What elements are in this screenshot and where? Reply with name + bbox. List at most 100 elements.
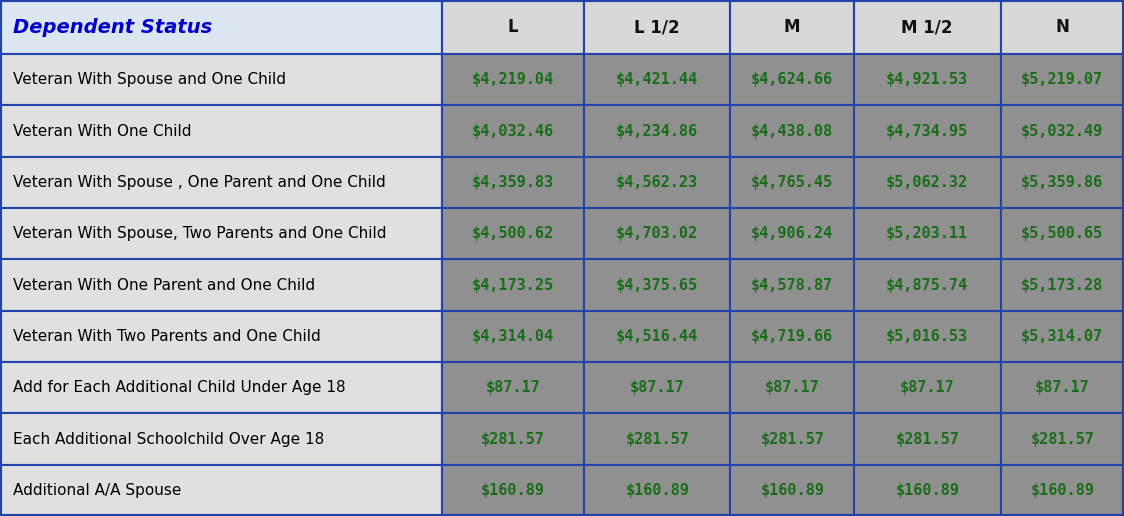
Bar — [0, 465, 442, 516]
Bar — [1000, 208, 1124, 260]
Bar — [731, 362, 854, 413]
Bar — [442, 54, 584, 105]
Bar — [731, 208, 854, 260]
Bar — [442, 0, 584, 54]
Text: L 1/2: L 1/2 — [634, 18, 680, 36]
Text: $87.17: $87.17 — [629, 380, 685, 395]
Bar — [442, 260, 584, 311]
Text: $4,421.44: $4,421.44 — [616, 72, 698, 87]
Bar — [442, 465, 584, 516]
Text: $4,921.53: $4,921.53 — [886, 72, 968, 87]
Bar — [0, 362, 442, 413]
Bar — [731, 311, 854, 362]
Text: $4,359.83: $4,359.83 — [472, 175, 554, 190]
Bar — [0, 54, 442, 105]
Text: Each Additional Schoolchild Over Age 18: Each Additional Schoolchild Over Age 18 — [13, 431, 325, 446]
Text: $281.57: $281.57 — [896, 431, 959, 446]
Text: $160.89: $160.89 — [1031, 483, 1094, 498]
Text: $160.89: $160.89 — [625, 483, 689, 498]
Bar — [0, 311, 442, 362]
Bar — [584, 208, 731, 260]
Text: $5,203.11: $5,203.11 — [886, 227, 968, 241]
Bar — [1000, 362, 1124, 413]
Text: $4,703.02: $4,703.02 — [616, 227, 698, 241]
Text: $5,062.32: $5,062.32 — [886, 175, 968, 190]
Bar — [854, 260, 1000, 311]
Text: M: M — [783, 18, 800, 36]
Bar — [442, 362, 584, 413]
Text: $5,314.07: $5,314.07 — [1022, 329, 1104, 344]
Text: $4,438.08: $4,438.08 — [751, 124, 833, 139]
Bar — [442, 413, 584, 465]
Bar — [584, 54, 731, 105]
Bar — [584, 260, 731, 311]
Bar — [731, 465, 854, 516]
Text: $160.89: $160.89 — [760, 483, 824, 498]
Text: $5,500.65: $5,500.65 — [1022, 227, 1104, 241]
Text: $4,219.04: $4,219.04 — [472, 72, 554, 87]
Bar — [731, 260, 854, 311]
Bar — [442, 157, 584, 208]
Text: Veteran With One Parent and One Child: Veteran With One Parent and One Child — [13, 278, 316, 293]
Text: $87.17: $87.17 — [900, 380, 954, 395]
Text: $5,219.07: $5,219.07 — [1022, 72, 1104, 87]
Bar — [584, 465, 731, 516]
Bar — [731, 413, 854, 465]
Bar — [731, 157, 854, 208]
Bar — [584, 157, 731, 208]
Text: $87.17: $87.17 — [764, 380, 819, 395]
Bar — [1000, 157, 1124, 208]
Bar — [854, 208, 1000, 260]
Text: $4,500.62: $4,500.62 — [472, 227, 554, 241]
Text: $5,032.49: $5,032.49 — [1022, 124, 1104, 139]
Bar — [442, 311, 584, 362]
Text: $4,578.87: $4,578.87 — [751, 278, 833, 293]
Text: $4,719.66: $4,719.66 — [751, 329, 833, 344]
Bar — [0, 208, 442, 260]
Text: Veteran With Spouse, Two Parents and One Child: Veteran With Spouse, Two Parents and One… — [13, 227, 387, 241]
Bar — [1000, 0, 1124, 54]
Text: $4,032.46: $4,032.46 — [472, 124, 554, 139]
Bar — [731, 0, 854, 54]
Bar — [0, 0, 442, 54]
Text: N: N — [1055, 18, 1069, 36]
Text: $281.57: $281.57 — [625, 431, 689, 446]
Bar — [0, 105, 442, 157]
Bar — [584, 311, 731, 362]
Text: $4,875.74: $4,875.74 — [886, 278, 968, 293]
Text: Veteran With Spouse and One Child: Veteran With Spouse and One Child — [13, 72, 287, 87]
Bar — [0, 260, 442, 311]
Text: $87.17: $87.17 — [486, 380, 541, 395]
Text: $5,359.86: $5,359.86 — [1022, 175, 1104, 190]
Text: Add for Each Additional Child Under Age 18: Add for Each Additional Child Under Age … — [13, 380, 346, 395]
Bar — [584, 362, 731, 413]
Text: $281.57: $281.57 — [481, 431, 545, 446]
Bar — [854, 362, 1000, 413]
Bar — [442, 105, 584, 157]
Bar — [854, 54, 1000, 105]
Bar — [1000, 311, 1124, 362]
Bar — [442, 208, 584, 260]
Bar — [584, 413, 731, 465]
Bar — [854, 311, 1000, 362]
Bar — [0, 413, 442, 465]
Text: $281.57: $281.57 — [760, 431, 824, 446]
Bar — [1000, 105, 1124, 157]
Text: $4,765.45: $4,765.45 — [751, 175, 833, 190]
Text: $160.89: $160.89 — [481, 483, 545, 498]
Text: $4,375.65: $4,375.65 — [616, 278, 698, 293]
Bar — [0, 157, 442, 208]
Bar — [1000, 260, 1124, 311]
Bar — [854, 157, 1000, 208]
Text: M 1/2: M 1/2 — [901, 18, 953, 36]
Bar — [584, 105, 731, 157]
Bar — [584, 0, 731, 54]
Text: $4,734.95: $4,734.95 — [886, 124, 968, 139]
Text: Additional A/A Spouse: Additional A/A Spouse — [13, 483, 182, 498]
Bar — [1000, 465, 1124, 516]
Text: $5,016.53: $5,016.53 — [886, 329, 968, 344]
Text: Dependent Status: Dependent Status — [13, 18, 212, 37]
Text: L: L — [508, 18, 518, 36]
Bar — [731, 54, 854, 105]
Text: $281.57: $281.57 — [1031, 431, 1094, 446]
